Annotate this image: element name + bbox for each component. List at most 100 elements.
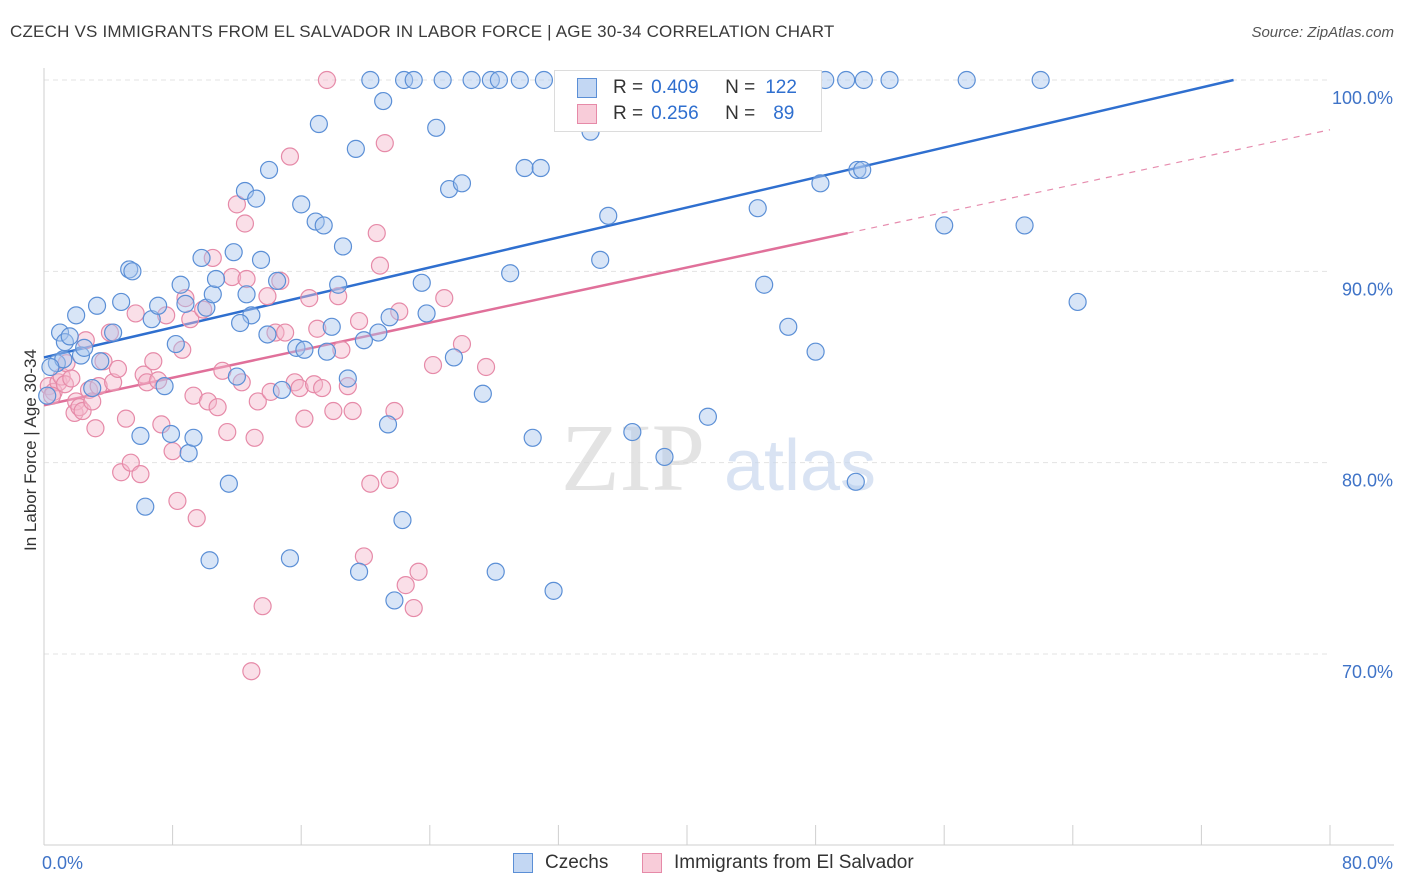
y-tick-label: 70.0% — [1342, 662, 1393, 682]
data-point-el-salvador — [317, 70, 337, 90]
data-point-el-salvador — [126, 304, 145, 323]
watermark-atlas: atlas — [724, 426, 876, 506]
data-point-czechs — [295, 340, 314, 359]
data-point-czechs — [112, 292, 131, 312]
data-point-czechs — [87, 296, 107, 315]
data-point-el-salvador — [390, 302, 409, 321]
y-tick-label: 90.0% — [1342, 279, 1393, 299]
data-point-czechs — [349, 562, 369, 581]
y-axis-label: In Labor Force | Age 30-34 — [21, 349, 40, 551]
data-point-el-salvador — [308, 319, 327, 338]
legend-r-label: R = — [613, 103, 644, 124]
data-point-el-salvador — [375, 134, 394, 153]
data-point-el-salvador — [423, 355, 443, 375]
data-point-czechs — [486, 562, 505, 581]
data-point-czechs — [176, 294, 195, 313]
data-point-czechs — [623, 422, 642, 442]
data-point-czechs — [338, 369, 357, 388]
axes — [43, 68, 1394, 846]
legend-r-value: 0.256 — [651, 103, 699, 124]
data-point-czechs — [957, 70, 976, 90]
data-point-czechs — [272, 380, 292, 400]
data-point-czechs — [412, 273, 431, 292]
data-point-czechs — [433, 70, 452, 90]
data-point-czechs — [515, 158, 534, 178]
data-point-el-salvador — [89, 377, 108, 396]
legend-swatch-el-salvador — [577, 104, 597, 124]
data-point-el-salvador — [227, 195, 246, 214]
data-point-czechs — [385, 591, 404, 610]
data-point-czechs — [444, 348, 464, 367]
data-point-el-salvador — [144, 352, 163, 371]
data-point-el-salvador — [361, 474, 380, 493]
data-point-czechs — [280, 549, 300, 568]
data-point-czechs — [1031, 70, 1050, 90]
data-point-el-salvador — [367, 223, 386, 243]
data-point-el-salvador — [112, 463, 131, 482]
data-point-czechs — [120, 260, 139, 279]
x-tick-label-min: 0.0% — [42, 853, 83, 873]
data-point-czechs — [258, 325, 277, 344]
data-point-el-salvador — [237, 269, 256, 289]
data-point-czechs — [394, 70, 414, 90]
y-tick-label: 80.0% — [1342, 471, 1393, 491]
data-point-el-salvador — [222, 267, 242, 287]
data-point-czechs — [219, 474, 238, 493]
data-point-czechs — [361, 70, 380, 90]
chart-title: CZECH VS IMMIGRANTS FROM EL SALVADOR IN … — [10, 22, 835, 41]
data-point-el-salvador — [152, 415, 171, 434]
data-point-el-salvador — [476, 357, 496, 377]
trend-line-el-salvador-extension — [847, 129, 1331, 234]
data-point-el-salvador — [163, 442, 182, 461]
data-point-czechs — [166, 334, 185, 354]
data-point-el-salvador — [435, 289, 454, 308]
data-point-czechs — [179, 444, 198, 463]
watermark: ZIP atlas — [561, 404, 876, 511]
data-point-czechs — [75, 338, 94, 357]
legend-n-value: 122 — [765, 77, 797, 98]
data-point-el-salvador — [232, 373, 251, 392]
data-point-czechs — [473, 384, 492, 403]
data-point-czechs — [880, 70, 899, 90]
data-point-el-salvador — [452, 334, 472, 354]
data-point-czechs — [599, 206, 618, 225]
legend-row-el-salvador: R = 0.256 N = 89 — [577, 102, 794, 126]
data-point-czechs — [231, 313, 250, 333]
data-point-el-salvador — [235, 214, 255, 233]
legend-n-label: N = — [725, 103, 756, 124]
legend-n-label: N = — [725, 77, 756, 98]
data-point-el-salvador — [248, 392, 267, 411]
bottom-legend-el-salvador: Immigrants from El Salvador — [642, 852, 914, 874]
data-point-el-salvador — [208, 398, 227, 417]
data-point-czechs — [1068, 292, 1087, 312]
y-tick-label: 100.0% — [1332, 88, 1393, 108]
watermark-zip: ZIP — [561, 404, 705, 511]
data-point-el-salvador — [300, 289, 319, 308]
x-tick-label-max: 80.0% — [1342, 853, 1393, 873]
data-point-czechs — [531, 158, 550, 178]
data-point-czechs — [748, 199, 767, 218]
data-point-czechs — [501, 264, 520, 283]
data-point-czechs — [755, 275, 774, 294]
trend-lines — [43, 78, 1331, 407]
data-point-czechs — [404, 70, 423, 90]
bottom-legend-swatch-czechs — [513, 853, 533, 873]
data-point-czechs — [259, 160, 279, 180]
data-point-czechs — [462, 70, 481, 90]
data-point-el-salvador — [67, 392, 86, 411]
data-point-czechs — [935, 216, 954, 235]
data-point-el-salvador — [194, 300, 213, 319]
data-point-czechs — [333, 237, 353, 256]
gridlines — [44, 79, 1330, 655]
data-point-el-salvador — [108, 359, 128, 379]
data-point-czechs — [200, 551, 219, 570]
bottom-legend-czechs: Czechs — [513, 852, 608, 874]
data-point-czechs — [354, 331, 373, 350]
data-point-el-salvador — [354, 547, 373, 566]
data-point-el-salvador — [404, 598, 423, 618]
data-point-el-salvador — [62, 369, 81, 388]
data-point-czechs — [267, 271, 287, 290]
trend-line-el-salvador — [43, 231, 849, 407]
data-point-el-salvador — [83, 392, 102, 411]
